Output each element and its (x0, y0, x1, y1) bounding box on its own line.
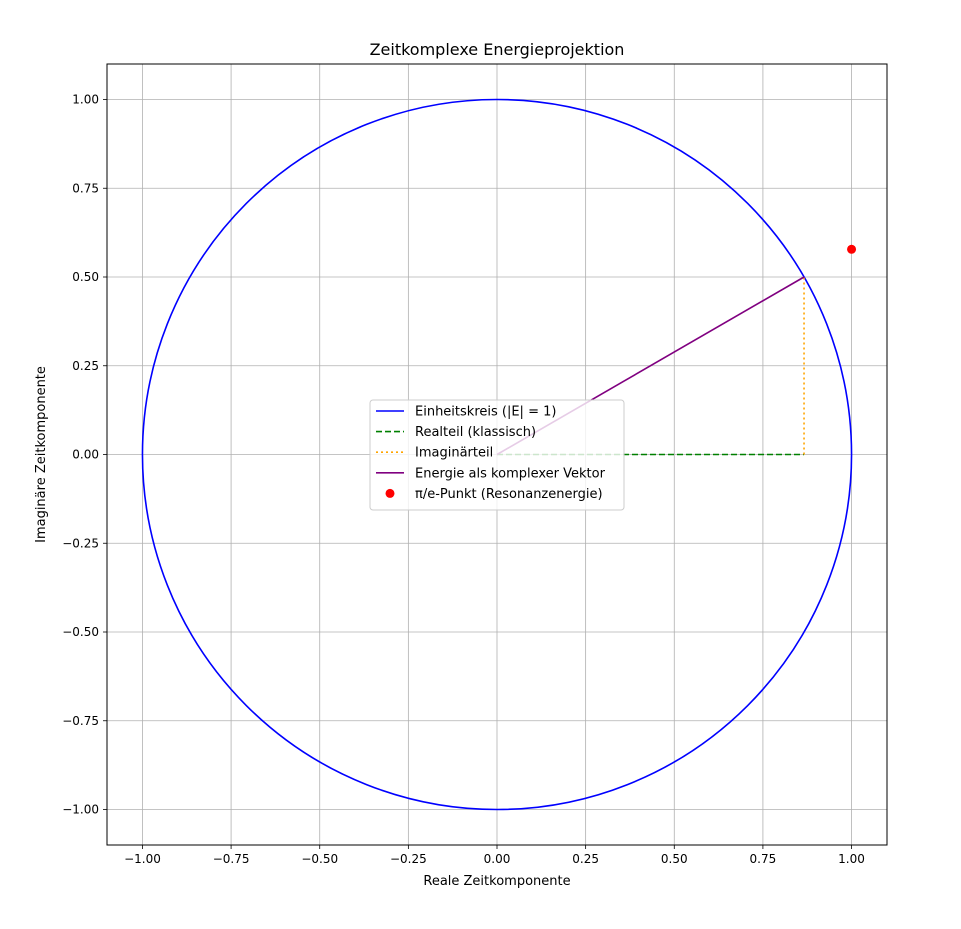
x-tick-label: 0.00 (484, 852, 511, 866)
y-tick-label: −0.75 (62, 714, 99, 728)
y-tick-label: −0.50 (62, 625, 99, 639)
y-tick-label: 0.75 (72, 181, 99, 195)
legend-marker (385, 488, 395, 498)
legend-entry-label: Imaginärteil (415, 446, 493, 461)
y-tick-label: 0.00 (72, 448, 99, 462)
legend-box (369, 399, 625, 511)
y-tick-label: 0.50 (72, 270, 99, 284)
legend-entry-label: Realteil (klassisch) (415, 425, 536, 440)
x-tick-label: 1.00 (838, 852, 865, 866)
chart-title: Zeitkomplexe Energieprojektion (370, 40, 625, 59)
y-axis-label: Imaginäre Zeitkomponente (34, 366, 49, 543)
x-tick-label: −1.00 (124, 852, 161, 866)
x-tick-label: 0.75 (750, 852, 777, 866)
scatter-point (847, 244, 857, 254)
x-axis-ticks: −1.00 −0.75 −0.50 −0.25 0.00 0.25 0.50 0.75 1.00 (124, 845, 865, 866)
y-axis-ticks: −1.00 −0.75 −0.50 −0.25 0.00 0.25 0.50 0.75 1.00 (62, 93, 107, 817)
legend-entry-label: Energie als komplexer Vektor (415, 466, 606, 481)
legend: Einheitskreis (|E| = 1) Realteil (klassis… (369, 399, 625, 511)
legend-entry-label: π/e-Punkt (Resonanzenergie) (415, 487, 603, 502)
x-tick-label: −0.75 (213, 852, 250, 866)
y-tick-label: 1.00 (72, 93, 99, 107)
legend-entry-label: Einheitskreis (|E| = 1) (415, 405, 556, 420)
y-tick-label: −1.00 (62, 803, 99, 817)
unit-circle-series (141, 98, 853, 811)
x-tick-label: −0.50 (301, 852, 338, 866)
x-tick-label: 0.25 (572, 852, 599, 866)
x-axis-label: Reale Zeitkomponente (423, 874, 570, 889)
x-tick-label: −0.25 (390, 852, 427, 866)
y-tick-label: −0.25 (62, 536, 99, 550)
y-tick-label: 0.25 (72, 359, 99, 373)
x-tick-label: 0.50 (661, 852, 688, 866)
